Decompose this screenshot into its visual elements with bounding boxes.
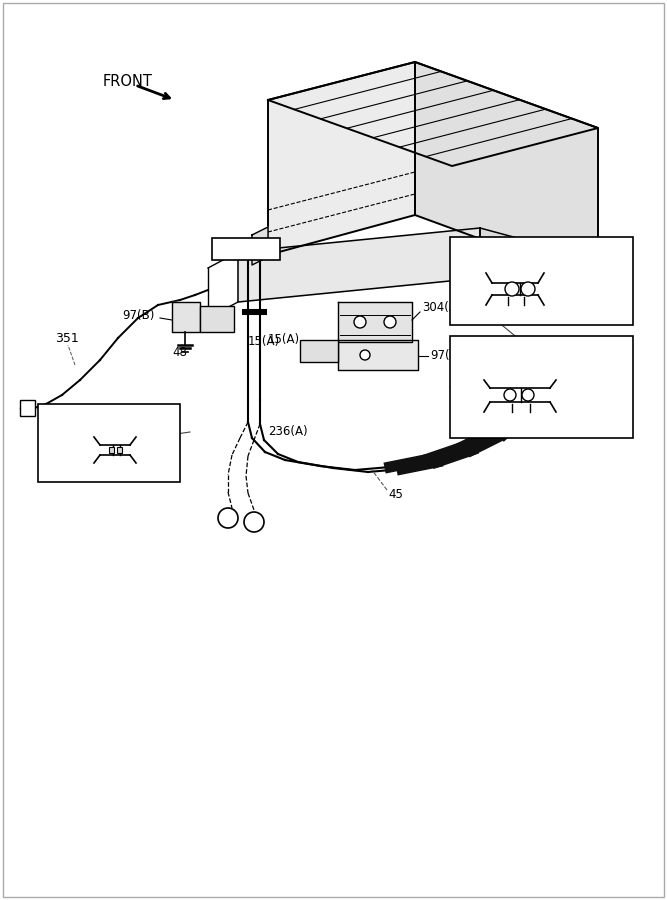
Polygon shape bbox=[415, 62, 598, 282]
Bar bbox=[20, 400, 35, 416]
Text: 15(A): 15(A) bbox=[248, 336, 280, 348]
Text: A: A bbox=[224, 513, 231, 523]
Text: 24(B): 24(B) bbox=[463, 246, 497, 258]
Text: B: B bbox=[250, 517, 257, 527]
Circle shape bbox=[360, 350, 370, 360]
Text: 45: 45 bbox=[388, 489, 403, 501]
Text: 15(A): 15(A) bbox=[268, 334, 300, 346]
Polygon shape bbox=[268, 62, 415, 255]
Polygon shape bbox=[338, 302, 412, 342]
Circle shape bbox=[504, 389, 516, 401]
Circle shape bbox=[522, 389, 534, 401]
Bar bbox=[450, 237, 633, 325]
Circle shape bbox=[505, 282, 519, 296]
Circle shape bbox=[244, 512, 264, 532]
Bar bbox=[200, 306, 234, 332]
Circle shape bbox=[354, 316, 366, 328]
Text: 15(C): 15(C) bbox=[52, 426, 86, 438]
Circle shape bbox=[218, 508, 238, 528]
Bar bbox=[300, 340, 338, 362]
Bar bbox=[109, 447, 114, 453]
Bar bbox=[212, 238, 280, 260]
Text: 97(B): 97(B) bbox=[122, 309, 154, 321]
Polygon shape bbox=[238, 228, 480, 302]
Polygon shape bbox=[252, 227, 268, 265]
Text: 15(D): 15(D) bbox=[463, 341, 498, 355]
Text: 48: 48 bbox=[172, 346, 187, 358]
Circle shape bbox=[521, 282, 535, 296]
Polygon shape bbox=[480, 228, 580, 305]
Bar bbox=[450, 336, 633, 438]
Text: FRONT: FRONT bbox=[103, 75, 153, 89]
Text: 304(A): 304(A) bbox=[422, 302, 462, 314]
Polygon shape bbox=[338, 340, 418, 370]
Text: 351: 351 bbox=[55, 331, 79, 345]
Polygon shape bbox=[268, 62, 598, 166]
Text: 97(A): 97(A) bbox=[430, 349, 462, 363]
Bar bbox=[117, 447, 122, 453]
Polygon shape bbox=[172, 302, 200, 332]
Bar bbox=[38, 404, 180, 482]
Text: 236(A): 236(A) bbox=[268, 426, 307, 438]
Text: 0-25: 0-25 bbox=[231, 242, 261, 256]
Circle shape bbox=[384, 316, 396, 328]
